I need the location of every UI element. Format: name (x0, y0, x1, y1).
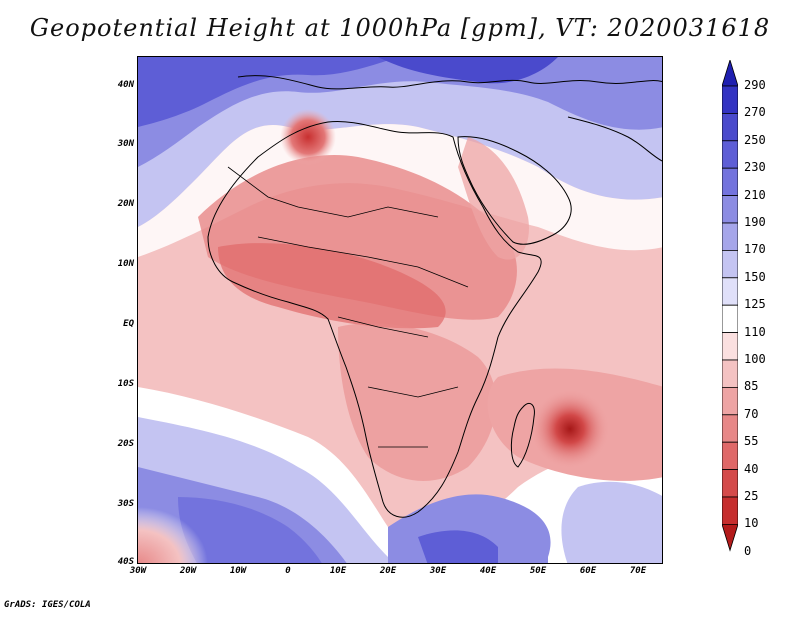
colorbar-level-label: 100 (744, 352, 766, 366)
lat-label-40n: 40N (117, 80, 134, 90)
colorbar-swatch (721, 167, 739, 196)
map-panel (137, 56, 663, 564)
footer-credit: GrADS: IGES/COLA (4, 600, 91, 610)
lon-label-20e: 20E (379, 566, 397, 576)
colorbar-level-label: 150 (744, 269, 766, 284)
colorbar-swatch (721, 469, 739, 498)
colorbar-swatch (721, 386, 739, 416)
south-east-high (561, 481, 662, 563)
asia-coastline (567, 116, 662, 162)
colorbar-swatch (721, 249, 739, 279)
colorbar-swatch (721, 496, 739, 525)
colorbar-svg (721, 58, 739, 552)
lon-label-10e: 10E (329, 566, 347, 576)
colorbar-swatch (721, 304, 739, 333)
colorbar-bottom-arrow (721, 524, 739, 552)
colorbar-level-label: 110 (744, 324, 766, 339)
colorbar-swatch (721, 441, 739, 471)
arabia-coastline (457, 136, 572, 245)
lat-label-30s: 30S (117, 499, 134, 509)
colorbar-swatch (721, 85, 739, 114)
south-indian-high-core (418, 530, 498, 563)
sw-corner-low (138, 507, 208, 563)
lat-label-20n: 20N (117, 199, 134, 209)
lat-label-10s: 10S (117, 379, 134, 389)
colorbar-top-arrow (721, 58, 739, 87)
lon-label-30w: 30W (129, 566, 147, 576)
arabia-low (458, 137, 529, 260)
colorbar-level-label: 190 (744, 215, 766, 229)
colorbar-swatch (721, 332, 739, 361)
colorbar-level-label: 25 (744, 489, 759, 503)
colorbar-swatch (721, 195, 739, 224)
sahara-heat-low (280, 109, 336, 165)
colorbar-swatch (721, 140, 739, 169)
map-svg (138, 57, 662, 563)
lon-label-70e: 70E (629, 566, 647, 576)
colorbar-level-label: 170 (744, 242, 766, 257)
lon-label-50e: 50E (529, 566, 547, 576)
colorbar-level-label: 125 (744, 297, 766, 312)
north-high-mid (138, 57, 662, 167)
colorbar-swatch (721, 414, 739, 443)
south-atlantic-high-core (178, 497, 322, 563)
colorbar-level-label: 40 (744, 461, 759, 476)
europe-coastline (237, 75, 662, 90)
colorbar-swatch (721, 222, 739, 251)
colorbar-level-label: 10 (744, 516, 759, 531)
med-high-core (378, 57, 558, 84)
lon-label-30e: 30E (429, 566, 447, 576)
colorbar-swatch (721, 359, 739, 388)
cyclone-low (530, 389, 610, 469)
lon-label-0: 0 (285, 566, 291, 576)
colorbar-level-label: 230 (744, 160, 766, 175)
colorbar (721, 58, 739, 564)
colorbar-level-label: 270 (744, 105, 766, 120)
colorbar-swatch (721, 277, 739, 306)
colorbar-level-label: 85 (744, 379, 759, 394)
lat-label-40s: 40S (117, 557, 134, 567)
colorbar-level-label: 210 (744, 187, 766, 202)
lat-label-20s: 20S (117, 439, 134, 449)
lat-label-10n: 10N (117, 259, 134, 269)
lon-label-20w: 20W (179, 566, 197, 576)
colorbar-level-label: 250 (744, 132, 766, 147)
africa-coastline (207, 120, 542, 518)
country-borders (227, 166, 469, 448)
lat-label-30n: 30N (117, 139, 134, 149)
colorbar-swatch (721, 113, 739, 142)
north-high-core (138, 57, 398, 127)
map-title: Geopotential Height at 1000hPa [gpm], VT… (29, 14, 771, 42)
madagascar-coastline (510, 402, 535, 468)
sahel-core (218, 243, 446, 329)
colorbar-level-label: 290 (744, 78, 766, 92)
colorbar-level-label: 0 (744, 543, 752, 558)
north-high-outer (138, 57, 662, 227)
colorbar-level-label: 55 (744, 434, 759, 449)
lat-label-eq: EQ (123, 319, 134, 329)
colorbar-level-label: 70 (744, 406, 759, 421)
central-africa-low (338, 323, 497, 481)
lon-label-60e: 60E (579, 566, 597, 576)
lon-label-40e: 40E (479, 566, 497, 576)
lon-label-10w: 10W (229, 566, 247, 576)
transition-band-north (138, 124, 662, 257)
